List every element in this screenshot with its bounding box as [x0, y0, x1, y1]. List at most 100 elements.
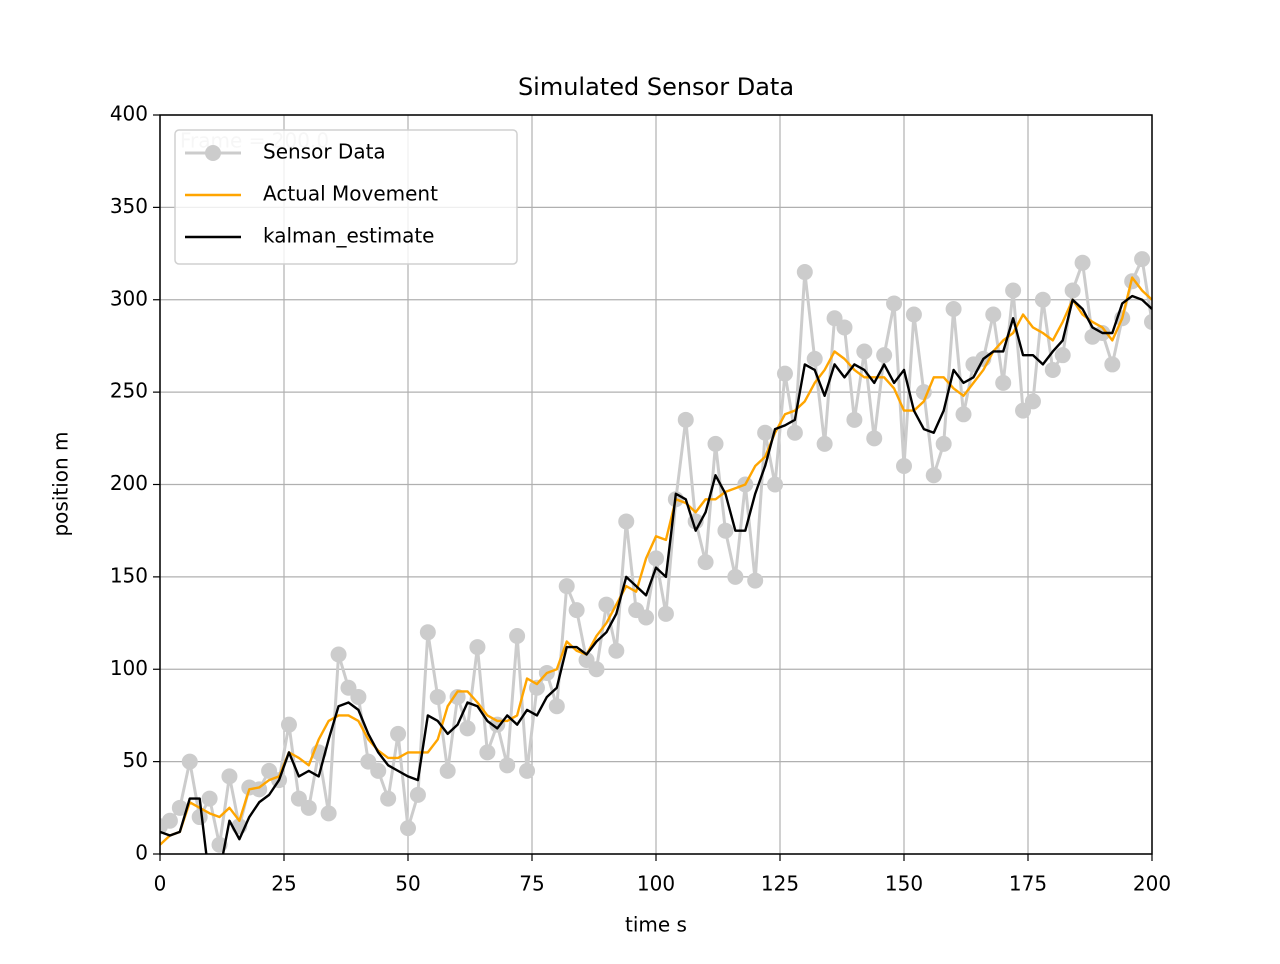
sensor-point	[429, 688, 446, 705]
sensor-point	[280, 716, 297, 733]
sensor-point	[846, 411, 863, 428]
sensor-point	[400, 820, 416, 837]
sensor-point	[221, 768, 238, 785]
x-tick-label: 0	[154, 872, 167, 896]
sensor-point	[1034, 291, 1051, 308]
ticks: 0 25 50 75 100 125 150 175 200 0 50 100 150 200 250 300…	[110, 102, 1171, 896]
sensor-point	[1074, 254, 1091, 271]
x-tick-label: 175	[1009, 872, 1047, 896]
sensor-point	[638, 609, 655, 626]
sensor-point	[776, 365, 793, 382]
x-tick-label: 100	[637, 872, 675, 896]
sensor-point	[499, 757, 516, 774]
x-axis-label: time s	[625, 913, 687, 937]
sensor-point	[816, 435, 833, 452]
legend-label: kalman_estimate	[263, 224, 434, 248]
series-line	[160, 294, 1152, 854]
sensor-point	[370, 762, 387, 779]
sensor-point	[896, 458, 912, 475]
sensor-point	[955, 406, 972, 423]
sensor-point	[995, 374, 1012, 391]
sensor-point	[558, 578, 575, 595]
sensor-point	[925, 467, 942, 484]
y-tick-label: 150	[110, 563, 148, 587]
sensor-point	[727, 568, 744, 585]
sensor-point	[1044, 361, 1061, 378]
x-tick-label: 200	[1133, 872, 1171, 896]
x-tick-label: 50	[395, 872, 420, 896]
sensor-point	[806, 350, 823, 367]
sensor-point	[905, 306, 922, 323]
sensor-point	[320, 805, 337, 822]
sensor-point	[796, 264, 813, 281]
y-tick-label: 50	[123, 748, 148, 772]
legend: Sensor Data Actual Movement kalman_estimat…	[174, 129, 518, 265]
sensor-point	[1134, 251, 1151, 268]
x-tick-label: 125	[761, 872, 799, 896]
sensor-point	[935, 435, 952, 452]
legend-marker	[205, 145, 221, 161]
sensor-point	[657, 605, 674, 622]
sensor-point	[598, 596, 615, 613]
sensor-point	[866, 430, 883, 447]
sensor-point	[449, 688, 466, 705]
sensor-point	[509, 627, 526, 644]
legend-label: Actual Movement	[263, 182, 438, 206]
sensor-point	[548, 698, 565, 715]
sensor-point	[677, 411, 694, 428]
y-tick-label: 200	[110, 471, 148, 495]
legend-label: Sensor Data	[263, 140, 386, 164]
sensor-point	[528, 679, 545, 696]
y-tick-label: 400	[110, 102, 148, 126]
sensor-point	[171, 799, 188, 816]
y-tick-label: 100	[110, 656, 148, 680]
sensor-point	[608, 642, 625, 659]
sensor-point	[469, 639, 486, 656]
y-tick-label: 350	[110, 194, 148, 218]
y-tick-label: 250	[110, 379, 148, 403]
sensor-point	[588, 661, 605, 678]
sensor-point	[568, 602, 585, 619]
sensor-point	[717, 522, 734, 539]
series-line	[160, 276, 1152, 846]
sensor-point	[181, 753, 198, 770]
x-tick-label: 150	[885, 872, 923, 896]
sensor-point	[191, 809, 208, 826]
sensor-point	[985, 306, 1002, 323]
sensor-point	[786, 424, 803, 441]
sensor-point	[1144, 313, 1152, 330]
legend-box	[174, 129, 518, 265]
sensor-point	[1064, 282, 1081, 299]
sensor-point	[1024, 393, 1041, 410]
sensor-point	[856, 343, 873, 360]
sensor-point	[380, 790, 397, 807]
sensor-point	[459, 720, 476, 737]
sensor-point	[648, 550, 664, 567]
sensor-point	[161, 812, 178, 829]
sensor-point	[1054, 347, 1071, 364]
sensor-point	[350, 688, 367, 705]
sensor-point	[836, 319, 853, 336]
sensor-point	[519, 762, 536, 779]
sensor-point	[1005, 282, 1022, 299]
sensor-point	[767, 476, 784, 493]
sensor-point	[915, 384, 932, 401]
sensor-point	[409, 786, 426, 803]
sensor-point	[707, 435, 724, 452]
y-axis-label: position m	[49, 431, 73, 536]
x-tick-label: 25	[271, 872, 296, 896]
sensor-point	[479, 744, 496, 761]
sensor-point	[300, 799, 317, 816]
sensor-point	[757, 424, 774, 441]
sensor-point	[876, 347, 893, 364]
y-tick-label: 0	[135, 841, 148, 865]
sensor-point	[618, 513, 635, 530]
x-tick-label: 75	[519, 872, 544, 896]
sensor-point	[1104, 356, 1121, 373]
sensor-point	[330, 646, 347, 663]
y-tick-label: 300	[110, 286, 148, 310]
plot-area	[160, 251, 1152, 854]
sensor-point	[390, 725, 407, 742]
sensor-point	[697, 554, 714, 571]
